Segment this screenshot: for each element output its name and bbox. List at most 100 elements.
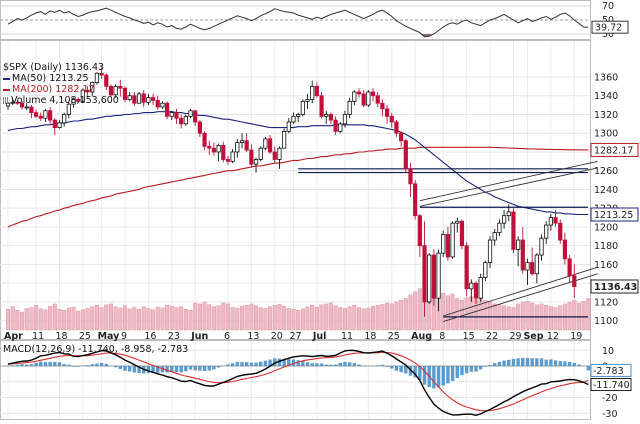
volume-bar (385, 303, 389, 330)
macd-histogram-bar (502, 361, 505, 367)
volume-bar (34, 305, 38, 330)
macd-histogram-bar (474, 366, 477, 372)
candle-down (39, 116, 42, 118)
volume-bar (310, 305, 314, 330)
macd-histogram-bar (53, 362, 56, 366)
candle-down (521, 240, 524, 270)
price-tick-label: 1240 (594, 185, 618, 196)
candle-down (362, 94, 365, 105)
macd-histogram-bar (512, 359, 515, 366)
candle-up (161, 103, 164, 107)
volume-bar (250, 304, 254, 330)
rsi-value-badge-text: 39.72 (595, 23, 622, 34)
volume-bar (175, 308, 179, 331)
volume-bar (72, 307, 76, 330)
candle-up (184, 116, 187, 123)
candle-up (488, 240, 491, 262)
candle-up (128, 96, 131, 100)
macd-legend: MACD(12,26,9) -11.740, -8.958, -2.783 (3, 344, 188, 355)
macd-histogram-bar (329, 365, 332, 366)
macd-histogram-bar (62, 364, 65, 366)
volume-bar (231, 308, 235, 331)
candle-down (474, 283, 477, 298)
ma200-swatch (3, 89, 10, 91)
volume-bar (367, 308, 371, 330)
candle-up (507, 212, 510, 216)
candle-down (165, 103, 168, 116)
volume-bar (226, 304, 230, 330)
x-axis-label: 29 (509, 331, 521, 342)
candle-down (222, 145, 225, 159)
volume-bar (268, 307, 272, 330)
candle-down (559, 223, 562, 240)
macd-histogram-bar (479, 366, 482, 369)
macd-histogram-bar (334, 364, 337, 366)
volume-bar (20, 312, 24, 330)
macd-histogram-bar (549, 359, 552, 366)
ma50-swatch (3, 78, 10, 80)
candle-up (451, 223, 454, 257)
macd-histogram-bar (353, 363, 356, 366)
candle-down (226, 159, 229, 161)
macd-histogram-bar (348, 362, 351, 366)
volume-bar (90, 307, 94, 330)
legend-symbol-text: $SPX (Daily) 1136.43 (3, 62, 104, 73)
legend-ma200: MA(200) 1282.17 (3, 84, 119, 95)
volume-bar (39, 309, 43, 330)
macd-histogram-bar (194, 366, 197, 370)
macd-histogram-bar (179, 366, 182, 372)
price-tick-label: 1300 (594, 129, 618, 140)
volume-bar (390, 304, 394, 330)
volume-bar (76, 311, 80, 330)
x-axis-label: 23 (168, 331, 180, 342)
candle-down (245, 141, 248, 150)
macd-histogram-bar (339, 363, 342, 366)
macd-histogram-bar (390, 366, 393, 369)
volume-bar (320, 305, 324, 330)
macd-histogram-bar (128, 366, 131, 372)
candle-up (325, 114, 328, 116)
macd-histogram-bar (91, 364, 94, 366)
volume-bar (446, 296, 450, 330)
candle-up (498, 223, 501, 232)
x-axis-label: 11 (341, 331, 353, 342)
macd-histogram-bar (133, 366, 136, 372)
candle-down (156, 100, 159, 107)
macd-histogram-bar (236, 362, 239, 366)
macd-histogram-bar (20, 364, 23, 366)
macd-histogram-bar (498, 362, 501, 366)
macd-histogram-bar (376, 365, 379, 366)
x-axis-label: 18 (364, 331, 376, 342)
candle-down (385, 109, 388, 116)
legend-ma200-text: MA(200) 1282.17 (12, 84, 95, 95)
macd-histogram-bar (77, 366, 80, 367)
macd-histogram-bar (208, 366, 211, 370)
candle-down (563, 240, 566, 259)
volume-bar (502, 306, 506, 330)
candle-down (413, 184, 416, 216)
candle-up (282, 131, 285, 148)
volume-bar (395, 302, 399, 330)
volume-bar (86, 308, 90, 330)
volume-bar (58, 309, 62, 330)
macd-histogram-bar (568, 362, 571, 366)
volume-bar (348, 307, 352, 330)
x-axis-label: 11 (32, 331, 44, 342)
macd-histogram-bar (175, 366, 178, 372)
macd-histogram-bar (521, 358, 524, 366)
x-axis-label: 6 (224, 331, 230, 342)
volume-bar (315, 307, 319, 330)
volume-bar (338, 308, 342, 331)
candle-up (170, 113, 173, 117)
volume-bar (151, 310, 155, 330)
candle-down (198, 122, 201, 133)
candle-down (460, 221, 463, 245)
candle-down (329, 114, 332, 120)
volume-bar (184, 309, 188, 330)
volume-bar (193, 303, 197, 330)
candle-down (315, 86, 318, 95)
candle-up (287, 122, 290, 131)
macd-histogram-bar (16, 365, 19, 366)
candle-down (446, 234, 449, 256)
